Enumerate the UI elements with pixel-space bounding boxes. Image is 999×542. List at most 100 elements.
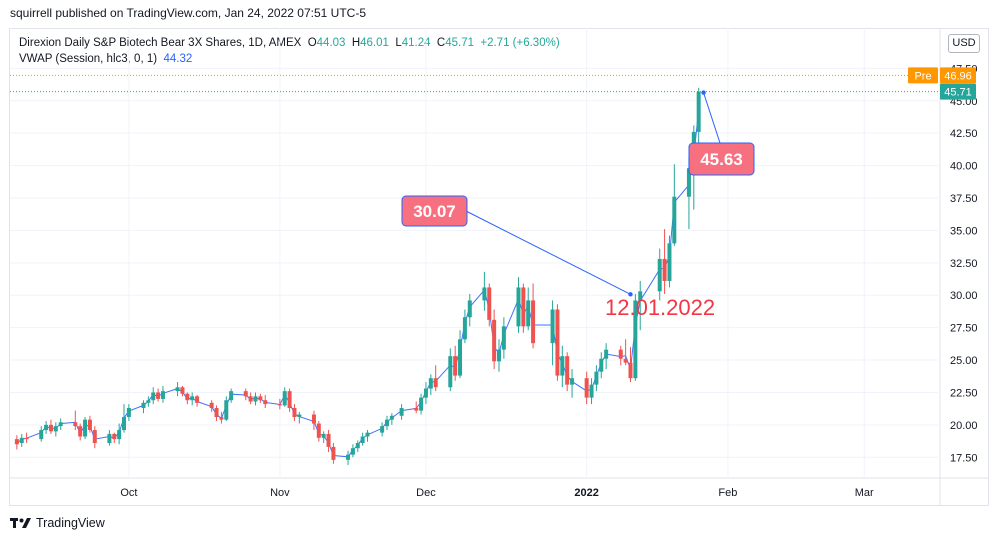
candle-body	[326, 433, 331, 447]
candle-body	[175, 387, 180, 392]
candle-body	[58, 422, 63, 427]
candle-body	[686, 168, 691, 197]
candle-body	[321, 433, 326, 438]
y-tick-label: 27.50	[950, 323, 978, 335]
low-label: L	[395, 37, 402, 49]
candle-body	[209, 402, 214, 408]
callout-label-high: 45.63	[700, 150, 743, 169]
candle-body	[350, 448, 355, 455]
candle-body	[638, 291, 643, 301]
candle-body	[287, 391, 292, 408]
change-value: +2.71 (+6.30%)	[480, 37, 560, 49]
candle-body	[311, 414, 316, 424]
candle-body	[331, 446, 336, 460]
candle-body	[78, 426, 83, 437]
candle-body	[419, 397, 424, 411]
x-tick-label: 2022	[574, 487, 598, 499]
candle-body	[414, 408, 419, 411]
candle-body	[667, 243, 672, 281]
candle-body	[448, 356, 453, 388]
price-lines	[10, 74, 940, 93]
candle-body	[253, 396, 258, 402]
y-tick-label: 32.50	[950, 258, 978, 270]
candle-body	[623, 358, 628, 363]
candle-body	[628, 362, 633, 379]
candle-body	[282, 391, 287, 406]
candle-body	[433, 378, 438, 388]
candle-body	[126, 408, 131, 418]
candle-body	[48, 424, 53, 432]
candle-body	[219, 417, 224, 420]
price-badges: Pre 46.96 45.71	[908, 67, 976, 100]
candle-body	[584, 378, 589, 398]
open-value: 44.03	[316, 37, 346, 49]
candle-body	[297, 414, 302, 418]
callout-leader	[465, 210, 631, 295]
candle-body	[19, 437, 24, 443]
candle-body	[618, 349, 623, 359]
candle-body	[657, 258, 662, 292]
close-value: 45.71	[445, 37, 474, 49]
price-badge-value: 45.71	[944, 87, 972, 99]
candle-body	[497, 349, 501, 362]
y-tick-label: 35.00	[950, 225, 978, 237]
price-badge-value: 46.96	[944, 70, 972, 82]
candle-body	[229, 391, 234, 401]
candle-body	[195, 396, 200, 403]
callout-anchor-dot	[628, 292, 633, 297]
close-label: C	[436, 37, 446, 49]
pre-badge-label: Pre	[914, 70, 931, 82]
candle-body	[565, 356, 570, 385]
callout-box	[688, 142, 755, 176]
chart-frame[interactable]	[9, 28, 989, 506]
candle-body	[44, 424, 49, 431]
candle-body	[248, 396, 253, 402]
candle-body	[492, 319, 497, 362]
open-label: O	[307, 37, 317, 49]
candle-body	[487, 287, 492, 320]
vwap-label[interactable]: VWAP (Session, hlc3, 0, 1)	[19, 53, 158, 65]
callout-box	[401, 195, 468, 227]
candle-body	[531, 300, 536, 344]
candle-body	[399, 408, 404, 416]
x-tick-label: Oct	[120, 487, 137, 499]
candle-body	[467, 300, 472, 318]
candle-body	[146, 400, 151, 403]
candle-body	[599, 358, 604, 372]
candle-body	[662, 258, 667, 281]
candle-body	[316, 423, 321, 438]
candle-body	[112, 433, 117, 440]
candle-body	[224, 400, 229, 420]
publisher-caption: squirrell published on TradingView.com, …	[10, 6, 366, 20]
candle-body	[633, 300, 638, 379]
candle-body	[365, 432, 370, 437]
chart-legend: Direxion Daily S&P Biotech Bear 3X Share…	[19, 35, 560, 67]
candle-body	[516, 287, 521, 327]
candle-body	[24, 437, 29, 440]
candle-body	[458, 339, 463, 376]
candle-body	[360, 436, 365, 443]
candle-body	[570, 378, 575, 385]
candle-body	[151, 392, 156, 401]
x-tick-label: Nov	[270, 487, 290, 499]
candle-body	[292, 408, 297, 418]
currency-button[interactable]: USD	[948, 34, 980, 53]
candle-body	[277, 404, 282, 406]
y-tick-label: 40.00	[950, 161, 978, 173]
vwap-row: VWAP (Session, hlc3, 0, 1) 44.32	[19, 51, 560, 67]
x-axis: Oct Nov Dec 2022 Feb Mar	[120, 487, 874, 499]
y-tick-label: 30.00	[950, 290, 978, 302]
symbol-title[interactable]: Direxion Daily S&P Biotech Bear 3X Share…	[19, 37, 302, 49]
tradingview-logo-icon	[10, 518, 31, 528]
candle-body	[672, 196, 677, 244]
candle-body	[214, 408, 219, 418]
callout-leader	[703, 92, 721, 144]
candle-body	[87, 419, 92, 431]
y-tick-label: 22.50	[950, 387, 978, 399]
candle-body	[521, 287, 526, 327]
candle-body	[389, 415, 394, 420]
candle-body	[355, 443, 360, 449]
candle-body	[156, 392, 161, 399]
vwap-line	[16, 109, 700, 458]
